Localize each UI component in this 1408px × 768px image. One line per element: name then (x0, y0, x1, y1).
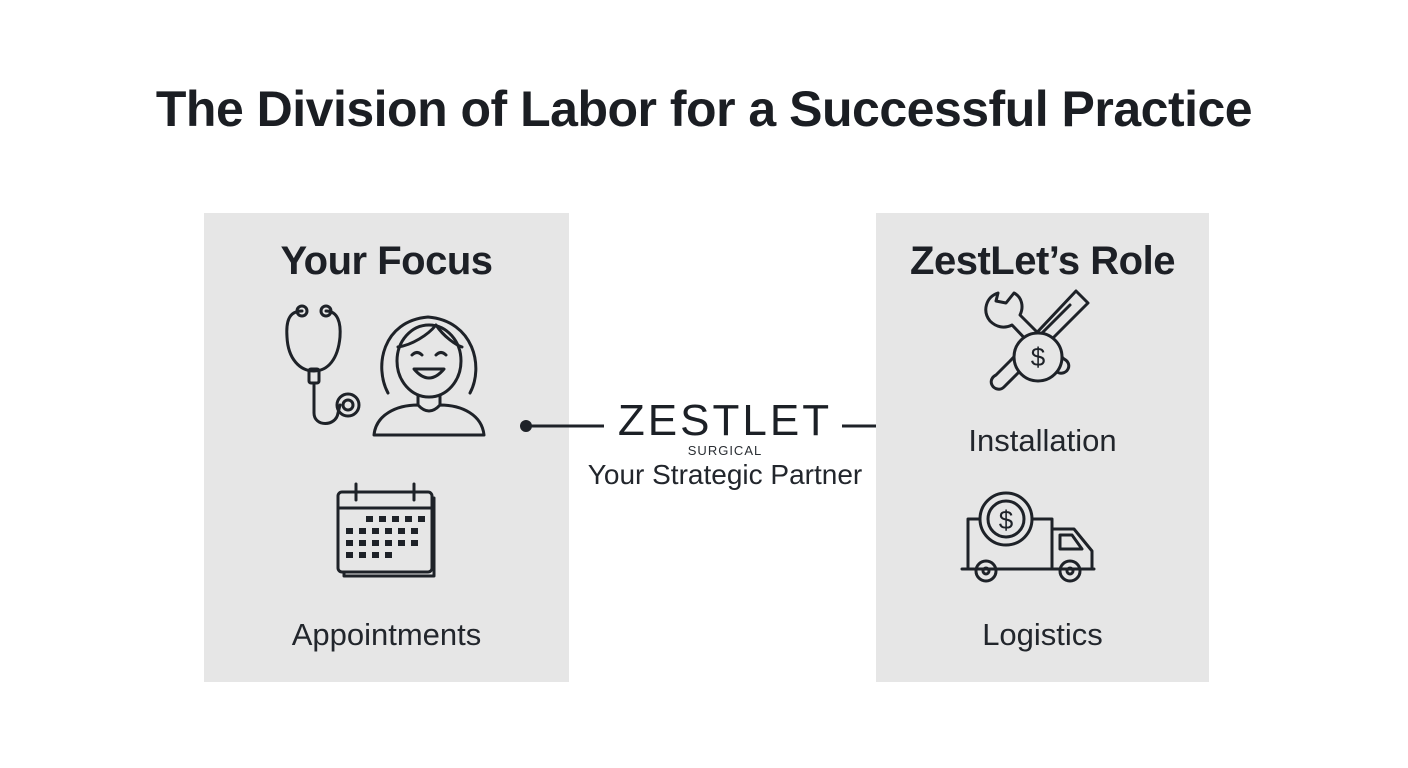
brand-block: ZESTLET SURGICAL Your Strategic Partner (580, 398, 870, 492)
your-focus-heading: Your Focus (280, 239, 493, 283)
brand-subtitle: SURGICAL (687, 443, 763, 458)
zestlet-role-panel: ZestLet’s Role $ Installation $ Logistic… (876, 213, 1209, 682)
zestlet-role-heading: ZestLet’s Role (910, 239, 1175, 283)
appointments-label: Appointments (291, 617, 482, 652)
left-connector-line (520, 420, 604, 432)
brand-name: ZESTLET (617, 396, 833, 445)
brand-tagline: Your Strategic Partner (587, 459, 863, 490)
installation-label: Installation (968, 423, 1117, 458)
diagram-title: The Division of Labor for a Successful P… (155, 81, 1253, 137)
svg-text:$: $ (999, 505, 1014, 535)
calendar-icon (336, 482, 436, 578)
tools-dollar-icon: $ (984, 289, 1090, 391)
svg-text:$: $ (1031, 342, 1046, 372)
your-focus-panel: Your Focus (204, 213, 569, 682)
delivery-truck-dollar-icon: $ (960, 491, 1096, 583)
logistics-label: Logistics (982, 617, 1103, 652)
stethoscope-icon (285, 304, 361, 425)
smiling-person-icon (372, 315, 486, 437)
